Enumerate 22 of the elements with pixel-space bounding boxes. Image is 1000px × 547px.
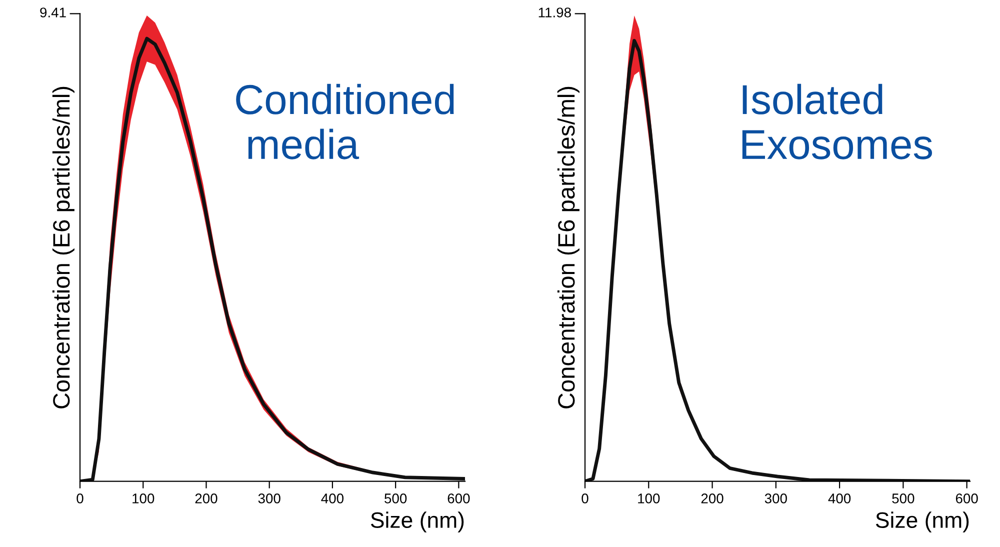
x-tick-label: 600 — [448, 494, 470, 504]
x-tick-label: 500 — [384, 494, 407, 504]
y-axis-title: Concentration (E6 particles/ml) — [52, 86, 74, 408]
x-tick-label: 400 — [321, 494, 344, 504]
x-axis-title: Size (nm) — [876, 512, 969, 532]
x-tick-label: 300 — [764, 494, 787, 504]
x-tick-label: 200 — [195, 494, 218, 504]
x-tick-label: 500 — [892, 494, 914, 504]
x-tick-label: 0 — [582, 494, 588, 504]
x-tick-label: 600 — [956, 494, 978, 504]
text: 9.41 — [40, 8, 66, 18]
x-tick-label: 400 — [828, 494, 851, 504]
text: 11.98 — [538, 8, 571, 18]
x-tick-label: 100 — [132, 494, 154, 504]
x-tick-label: 300 — [258, 494, 280, 504]
x-tick-label: 0 — [76, 494, 84, 504]
annotation: Isolated Exosomes — [742, 84, 932, 160]
x-tick-label: 200 — [701, 494, 724, 504]
x-axis-title: Size (nm) — [370, 512, 464, 532]
y-axis-title: Concentration (E6 particles/ml) — [557, 86, 580, 408]
annotation: Conditioned media — [236, 84, 454, 160]
x-tick-label: 100 — [638, 494, 660, 504]
